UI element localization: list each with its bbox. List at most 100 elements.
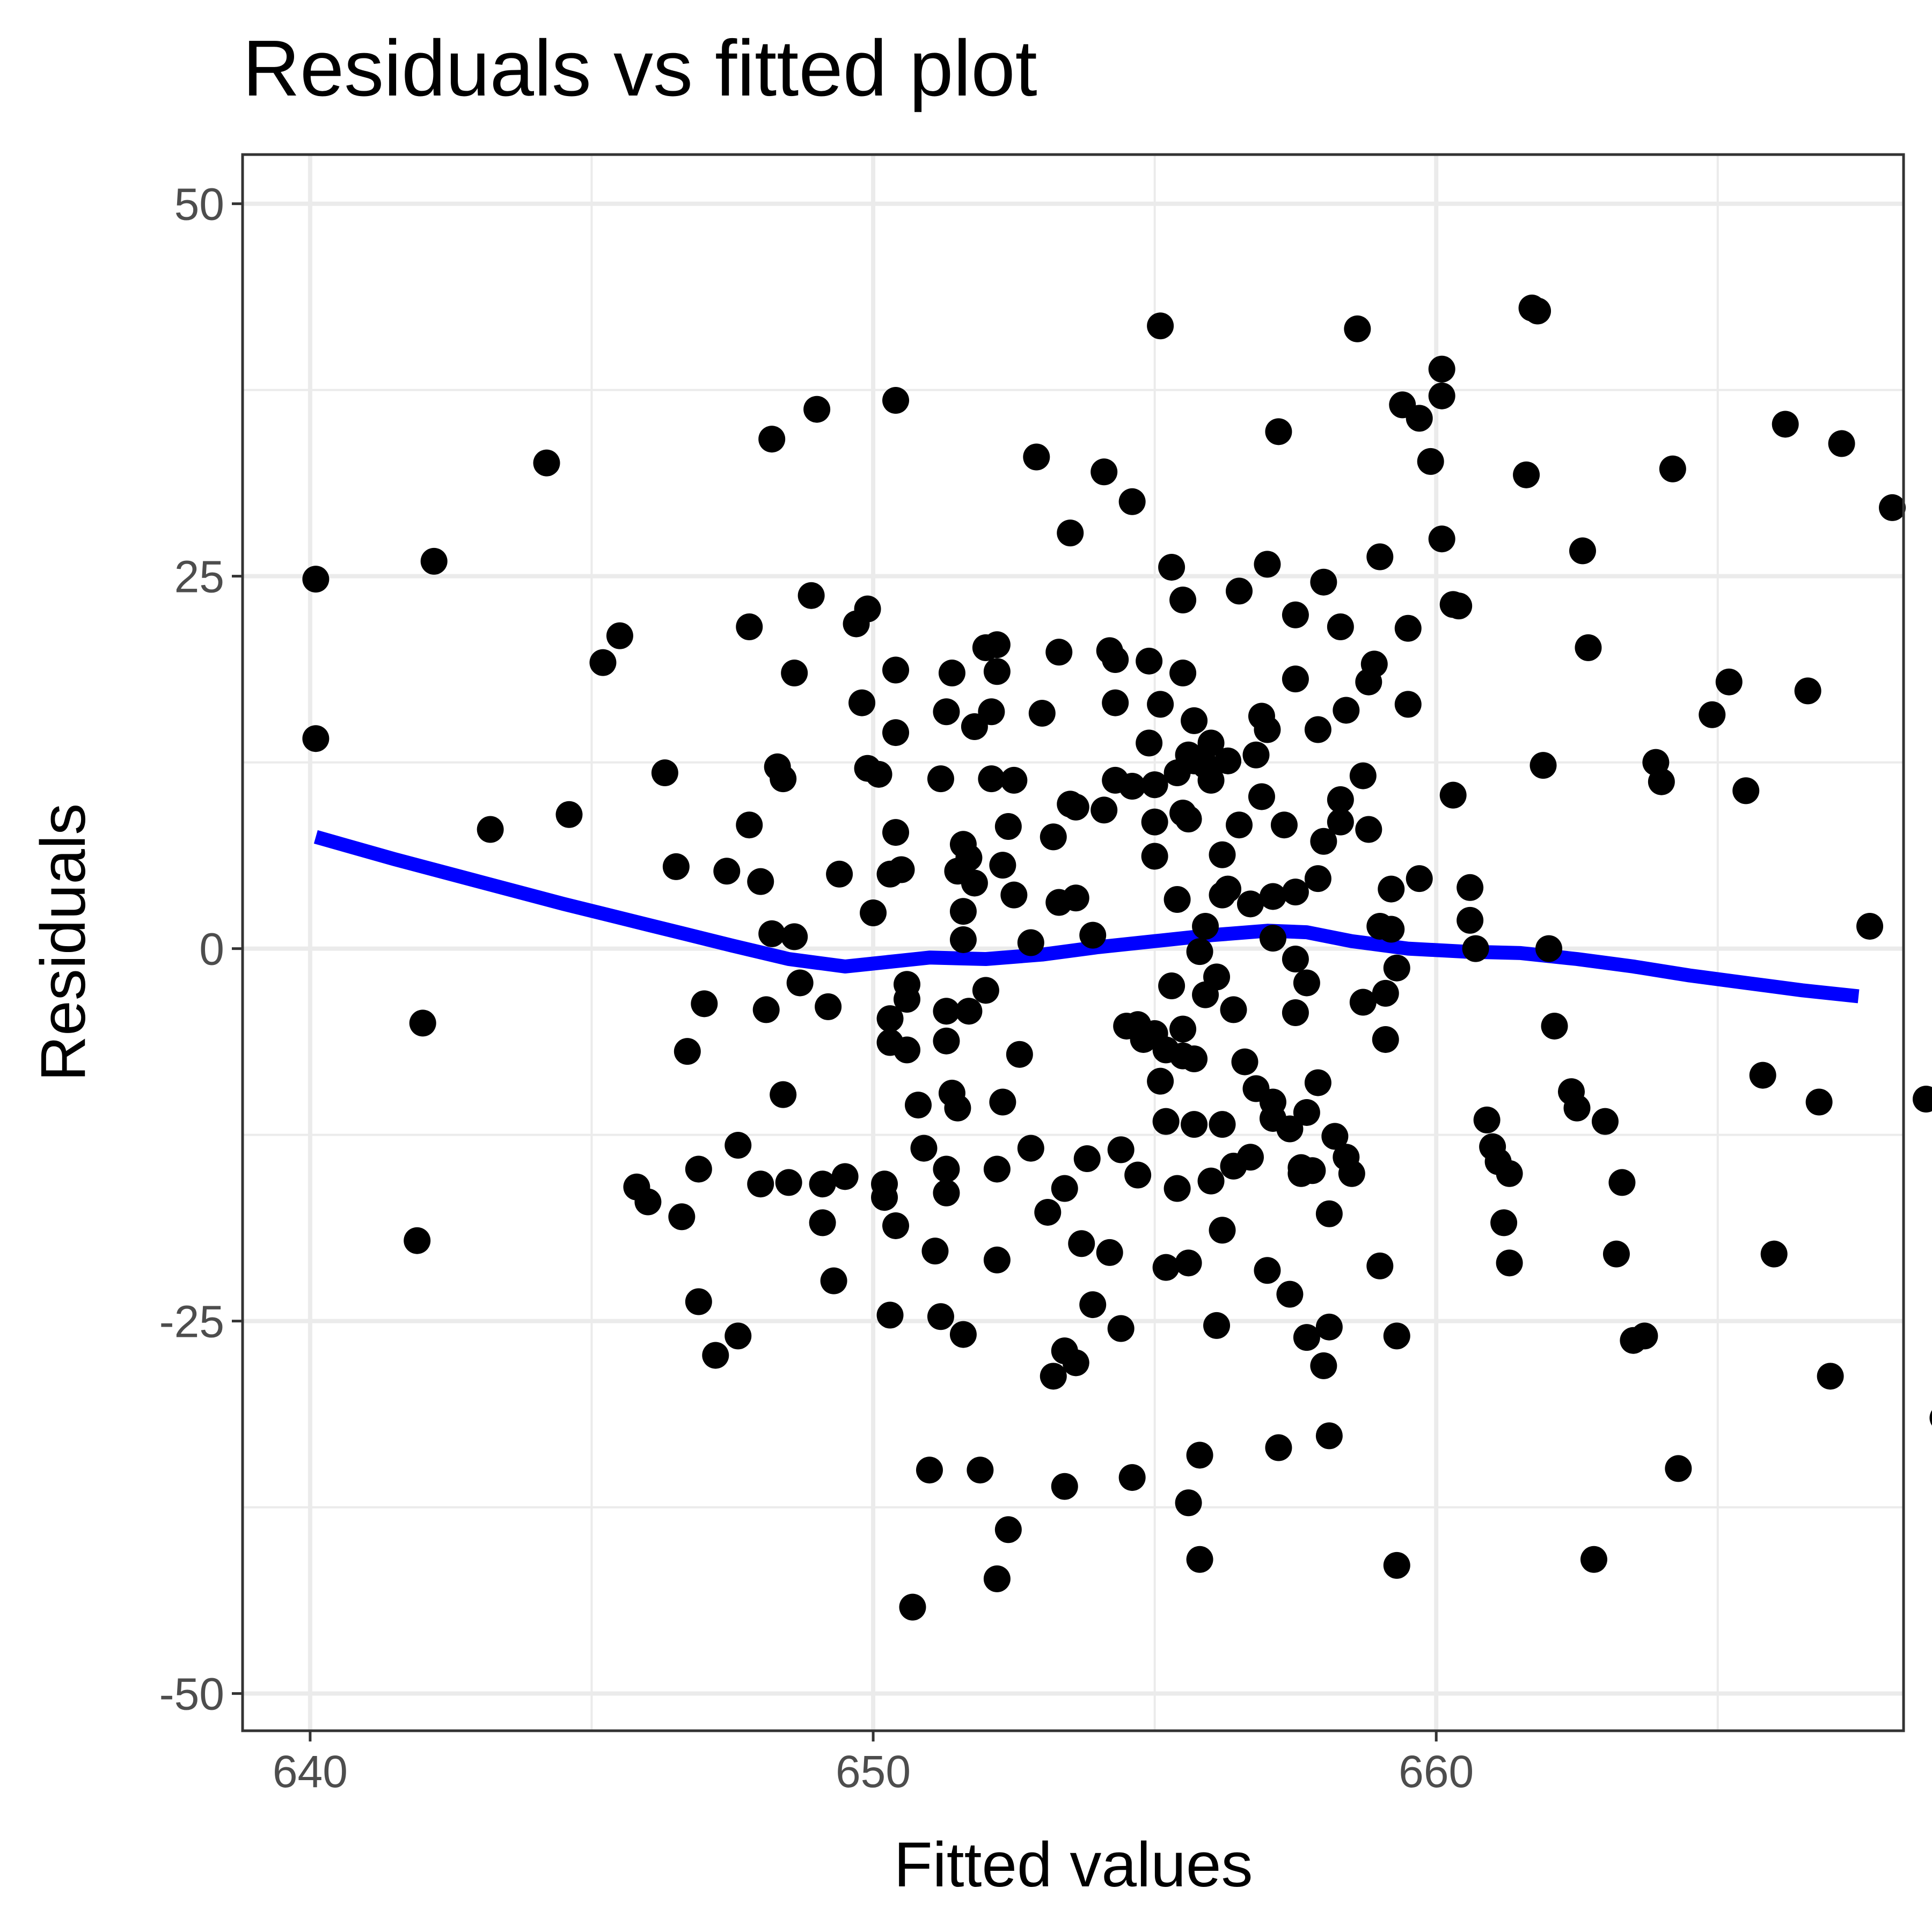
- scatter-point: [1912, 1085, 1932, 1113]
- scatter-point: [1344, 315, 1371, 342]
- scatter-point: [955, 998, 983, 1025]
- scatter-point: [1158, 553, 1185, 581]
- scatter-point: [1310, 828, 1337, 855]
- scatter-point: [1017, 1135, 1044, 1162]
- scatter-point: [1513, 461, 1540, 488]
- scatter-point: [1136, 647, 1163, 675]
- scatter-point: [662, 853, 690, 880]
- scatter-point: [736, 811, 763, 839]
- chart-title: Residuals vs fitted plot: [243, 24, 1037, 113]
- scatter-point: [1265, 418, 1292, 445]
- scatter-point: [1017, 929, 1044, 956]
- scatter-point: [1118, 488, 1146, 515]
- scatter-point: [1406, 405, 1433, 432]
- scatter-point: [1091, 796, 1118, 824]
- scatter-point: [797, 582, 825, 609]
- scatter-point: [983, 631, 1011, 658]
- scatter-point: [1226, 577, 1253, 605]
- scatter-point: [1197, 1167, 1225, 1195]
- scatter-point: [1181, 707, 1208, 734]
- scatter-point: [1293, 1099, 1320, 1126]
- scatter-point: [1203, 1312, 1231, 1339]
- scatter-point: [1270, 811, 1298, 839]
- scatter-point: [1259, 883, 1286, 910]
- scatter-point: [1118, 1464, 1146, 1491]
- scatter-point: [1360, 650, 1388, 678]
- scatter-point: [1372, 1026, 1399, 1053]
- scatter-point: [1226, 811, 1253, 839]
- scatter-point: [1028, 699, 1056, 727]
- scatter-point: [1147, 691, 1174, 718]
- scatter-point: [775, 1169, 802, 1196]
- scatter-point: [1378, 875, 1405, 903]
- scatter-point: [736, 613, 763, 640]
- scatter-point: [1282, 946, 1309, 973]
- scatter-point: [1304, 865, 1331, 892]
- scatter-point: [921, 1238, 949, 1265]
- scatter-point: [1175, 1249, 1202, 1277]
- scatter-point: [1192, 912, 1219, 940]
- major-gridlines: [243, 155, 1904, 1731]
- scatter-point: [933, 1179, 960, 1206]
- scatter-point: [1006, 1041, 1033, 1068]
- scatter-point: [994, 1516, 1022, 1543]
- scatter-point: [1231, 1048, 1258, 1075]
- scatter-point: [1203, 963, 1231, 991]
- scatter-point: [1079, 1291, 1107, 1319]
- scatter-point: [404, 1227, 431, 1254]
- scatter-point: [1383, 1322, 1410, 1350]
- scatter-point: [691, 990, 718, 1018]
- scatter-point: [949, 1321, 977, 1348]
- scatter-point: [1051, 1473, 1078, 1500]
- x-axis-title: Fitted values: [894, 1829, 1253, 1900]
- scatter-point: [724, 1322, 752, 1350]
- scatter-point: [674, 1038, 701, 1065]
- scatter-point: [713, 858, 741, 885]
- scatter-point: [1315, 1200, 1343, 1227]
- scatter-point: [1575, 634, 1602, 661]
- scatter-point: [1496, 1160, 1523, 1187]
- scatter-point: [1040, 1363, 1067, 1390]
- scatter-point: [1282, 665, 1309, 693]
- scatter-point: [1265, 1434, 1292, 1461]
- scatter-point: [1817, 1363, 1844, 1390]
- scatter-point: [606, 622, 633, 649]
- scatter-point: [1034, 1198, 1062, 1226]
- scatter-point: [702, 1342, 729, 1369]
- scatter-point: [786, 969, 814, 997]
- scatter-point: [1383, 1552, 1410, 1579]
- scatter-point: [1000, 881, 1028, 909]
- scatter-point: [894, 985, 920, 1013]
- scatter-point: [1659, 455, 1686, 482]
- scatter-point: [1406, 865, 1433, 892]
- scatter-point: [302, 725, 330, 752]
- scatter-point: [826, 860, 853, 888]
- scatter-point: [1699, 701, 1726, 728]
- scatter-point: [1383, 954, 1410, 982]
- scatter-point: [1079, 921, 1107, 949]
- scatter-point: [876, 1005, 904, 1033]
- scatter-point: [865, 760, 892, 788]
- smooth-fit-curve: [313, 830, 1860, 1004]
- scatter-point: [747, 1170, 774, 1198]
- scatter-point: [860, 899, 887, 926]
- scatter-point: [1254, 551, 1281, 578]
- scatter-point: [1541, 1012, 1568, 1040]
- scatter-point: [1310, 1352, 1337, 1379]
- scatter-point: [933, 998, 960, 1025]
- scatter-point: [1665, 1455, 1692, 1482]
- scatter-point: [1236, 1144, 1264, 1171]
- scatter-point: [685, 1288, 712, 1315]
- scatter-point: [1715, 668, 1743, 696]
- scatter-point: [989, 1088, 1016, 1116]
- scatter-point: [978, 765, 1005, 793]
- scatter-point: [876, 1301, 904, 1329]
- scatter-point: [967, 1457, 994, 1484]
- scatter-point: [815, 993, 842, 1020]
- scatter-point: [910, 1135, 938, 1162]
- scatter-point: [1214, 747, 1242, 774]
- scatter-point: [871, 1184, 898, 1211]
- scatter-point: [1569, 537, 1596, 565]
- scatter-point: [1749, 1062, 1776, 1089]
